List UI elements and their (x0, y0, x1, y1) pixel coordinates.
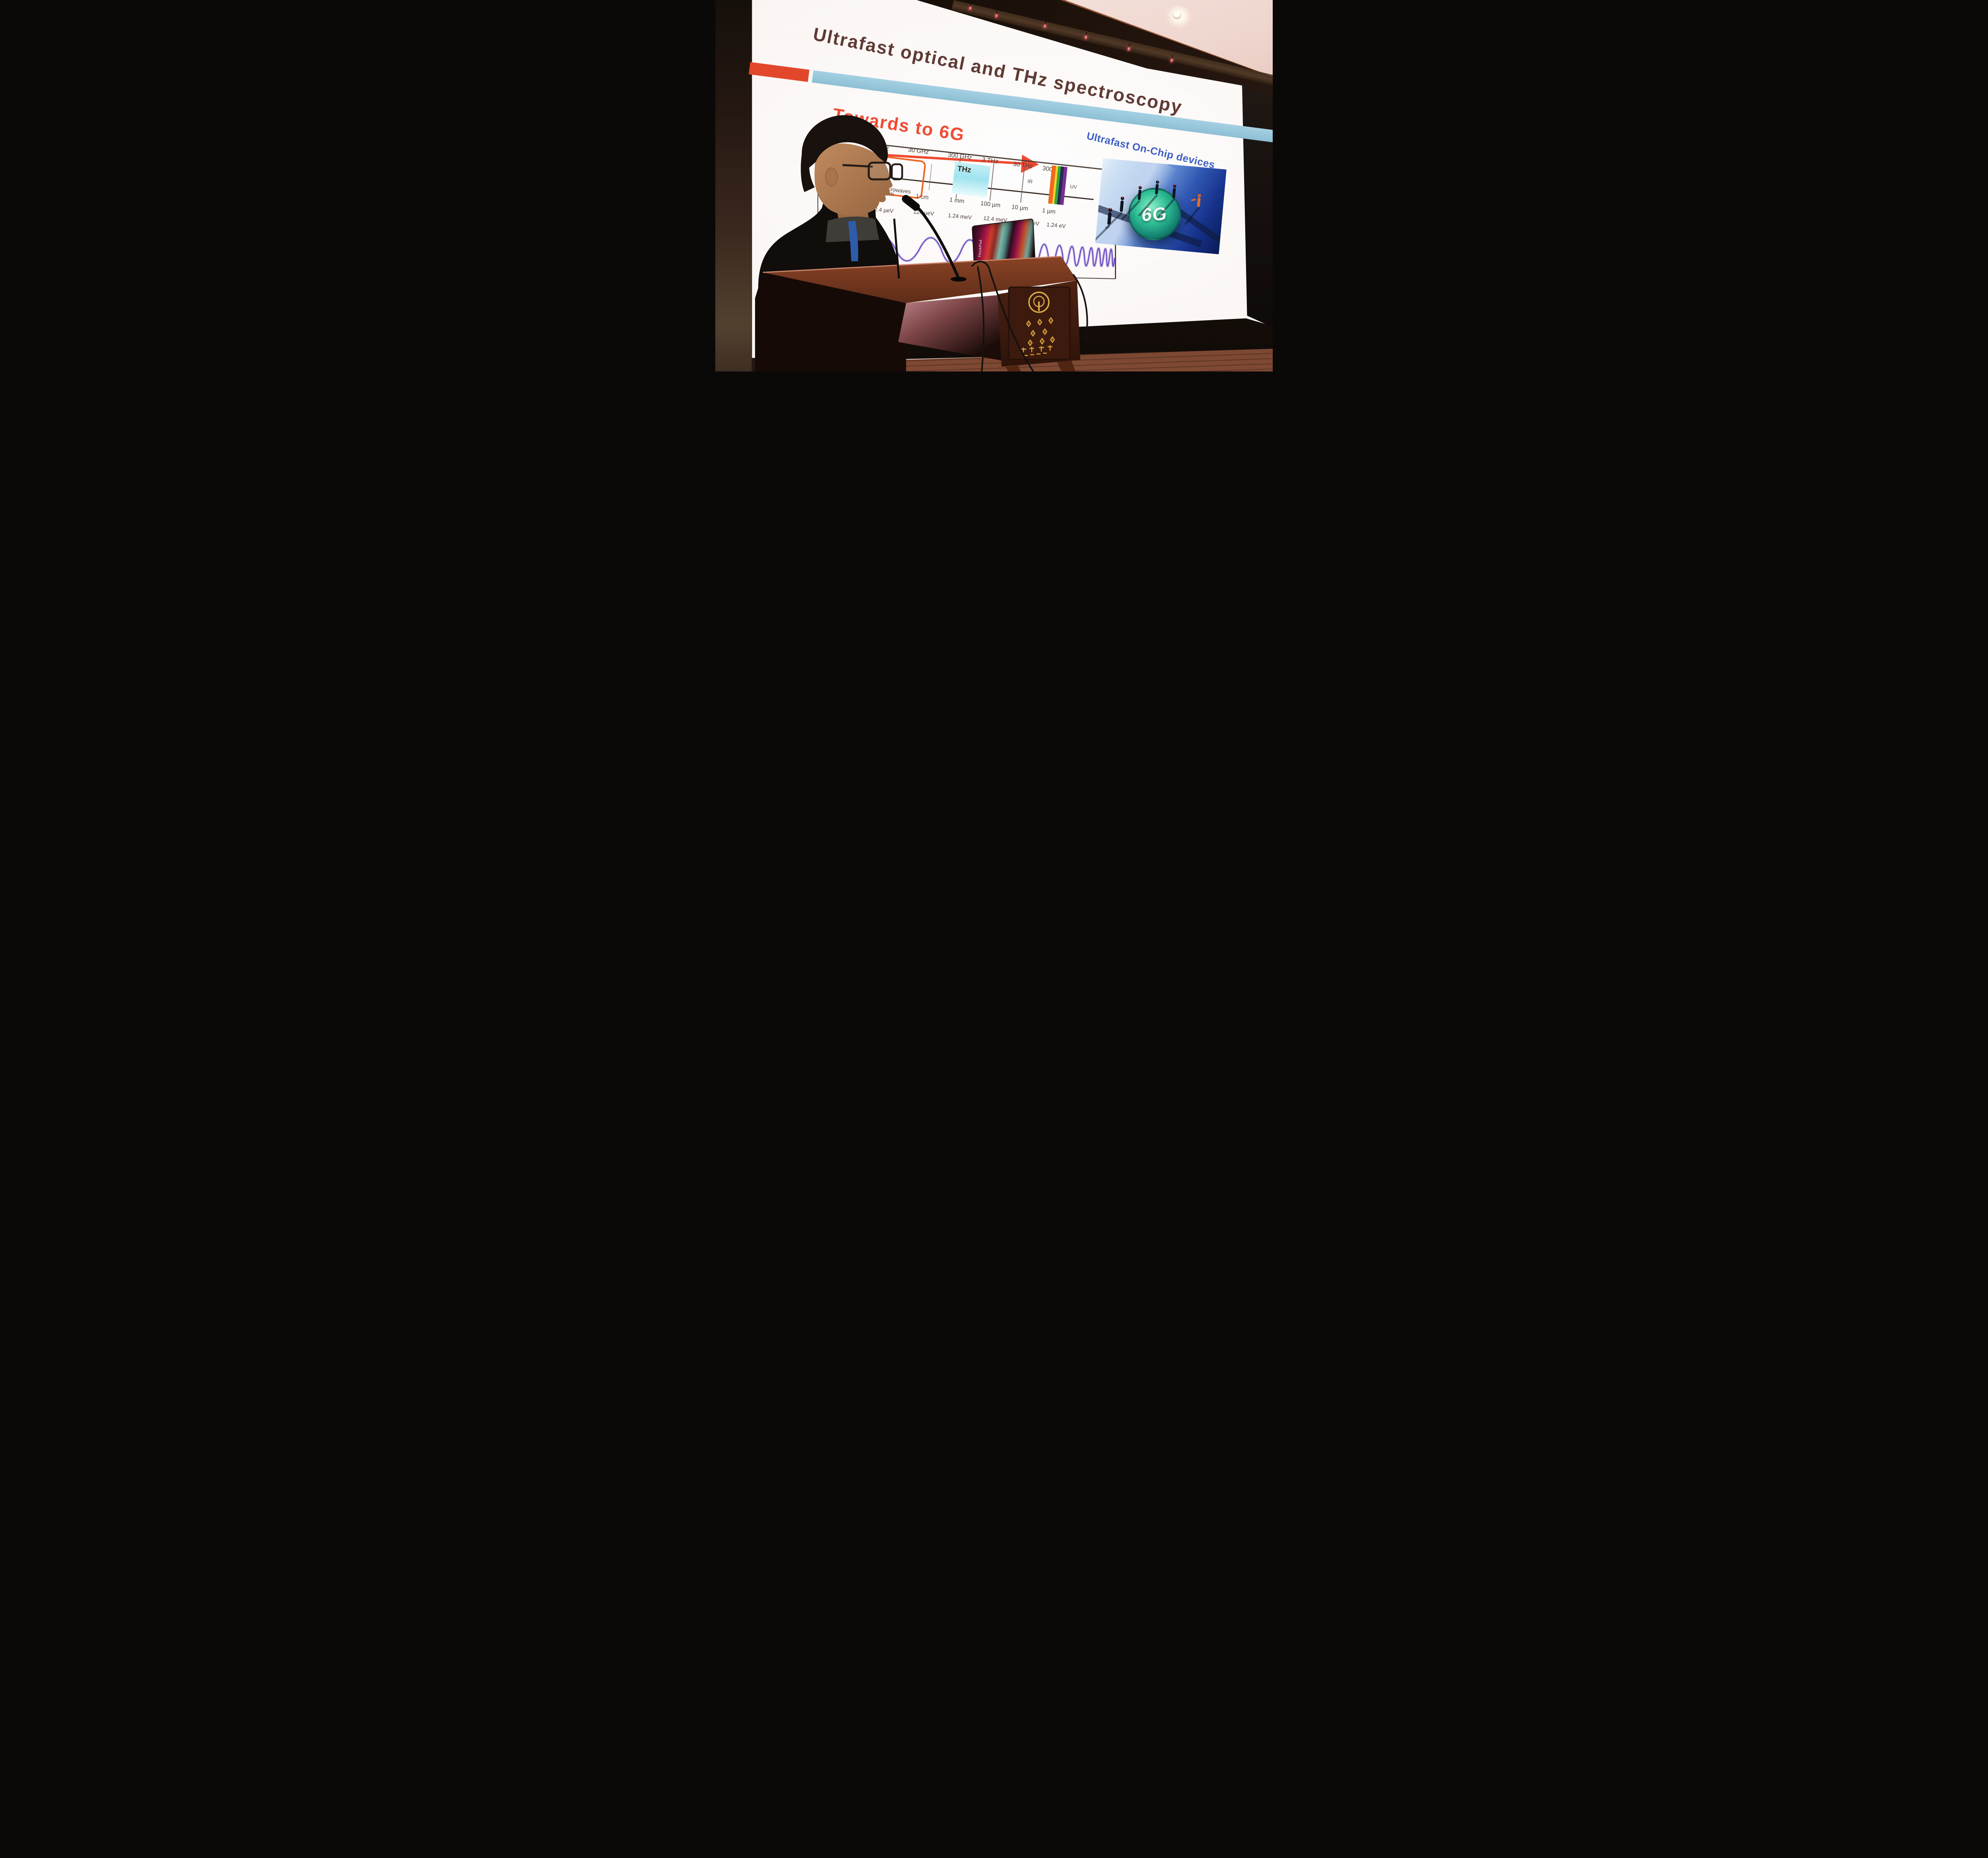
six-g-image: 6G (1095, 158, 1227, 255)
podium-top (763, 257, 1077, 303)
left-wall-texture (715, 0, 752, 371)
wavelength-label: 1 µm (1042, 207, 1056, 216)
chirp-wave (864, 234, 1116, 268)
miniature-figures (1095, 180, 1201, 244)
speaker-hair (802, 115, 888, 170)
podium-left-side (755, 272, 906, 371)
podium-leg (1057, 361, 1076, 371)
screen-left-bezel (751, 0, 752, 371)
conference-photo: Ultrafast optical and THz spectroscopy T… (715, 0, 1273, 371)
podium (755, 256, 1088, 371)
orange-figure (1191, 194, 1201, 207)
podium-top-edge-highlight (763, 256, 1062, 273)
emblem-characters (1021, 345, 1052, 356)
speaker-glasses (842, 161, 903, 181)
podium-emblem (1021, 292, 1055, 356)
left-wall (715, 0, 752, 371)
ir-label: IR (1027, 178, 1033, 185)
speaker-lanyard (848, 221, 858, 261)
ceiling-downlight (1173, 11, 1181, 19)
podium-leg (1006, 365, 1021, 371)
emblem-stars (1026, 317, 1055, 346)
cables (971, 260, 1088, 371)
podium-skirt (898, 295, 1010, 362)
thz-label: THz (957, 164, 972, 175)
microphone (893, 195, 967, 282)
microphone-head (902, 195, 920, 211)
right-wall-column (1242, 84, 1273, 328)
speaker-ear (825, 167, 838, 187)
speaker-face (814, 143, 893, 216)
uv-label: UV (1070, 184, 1077, 190)
